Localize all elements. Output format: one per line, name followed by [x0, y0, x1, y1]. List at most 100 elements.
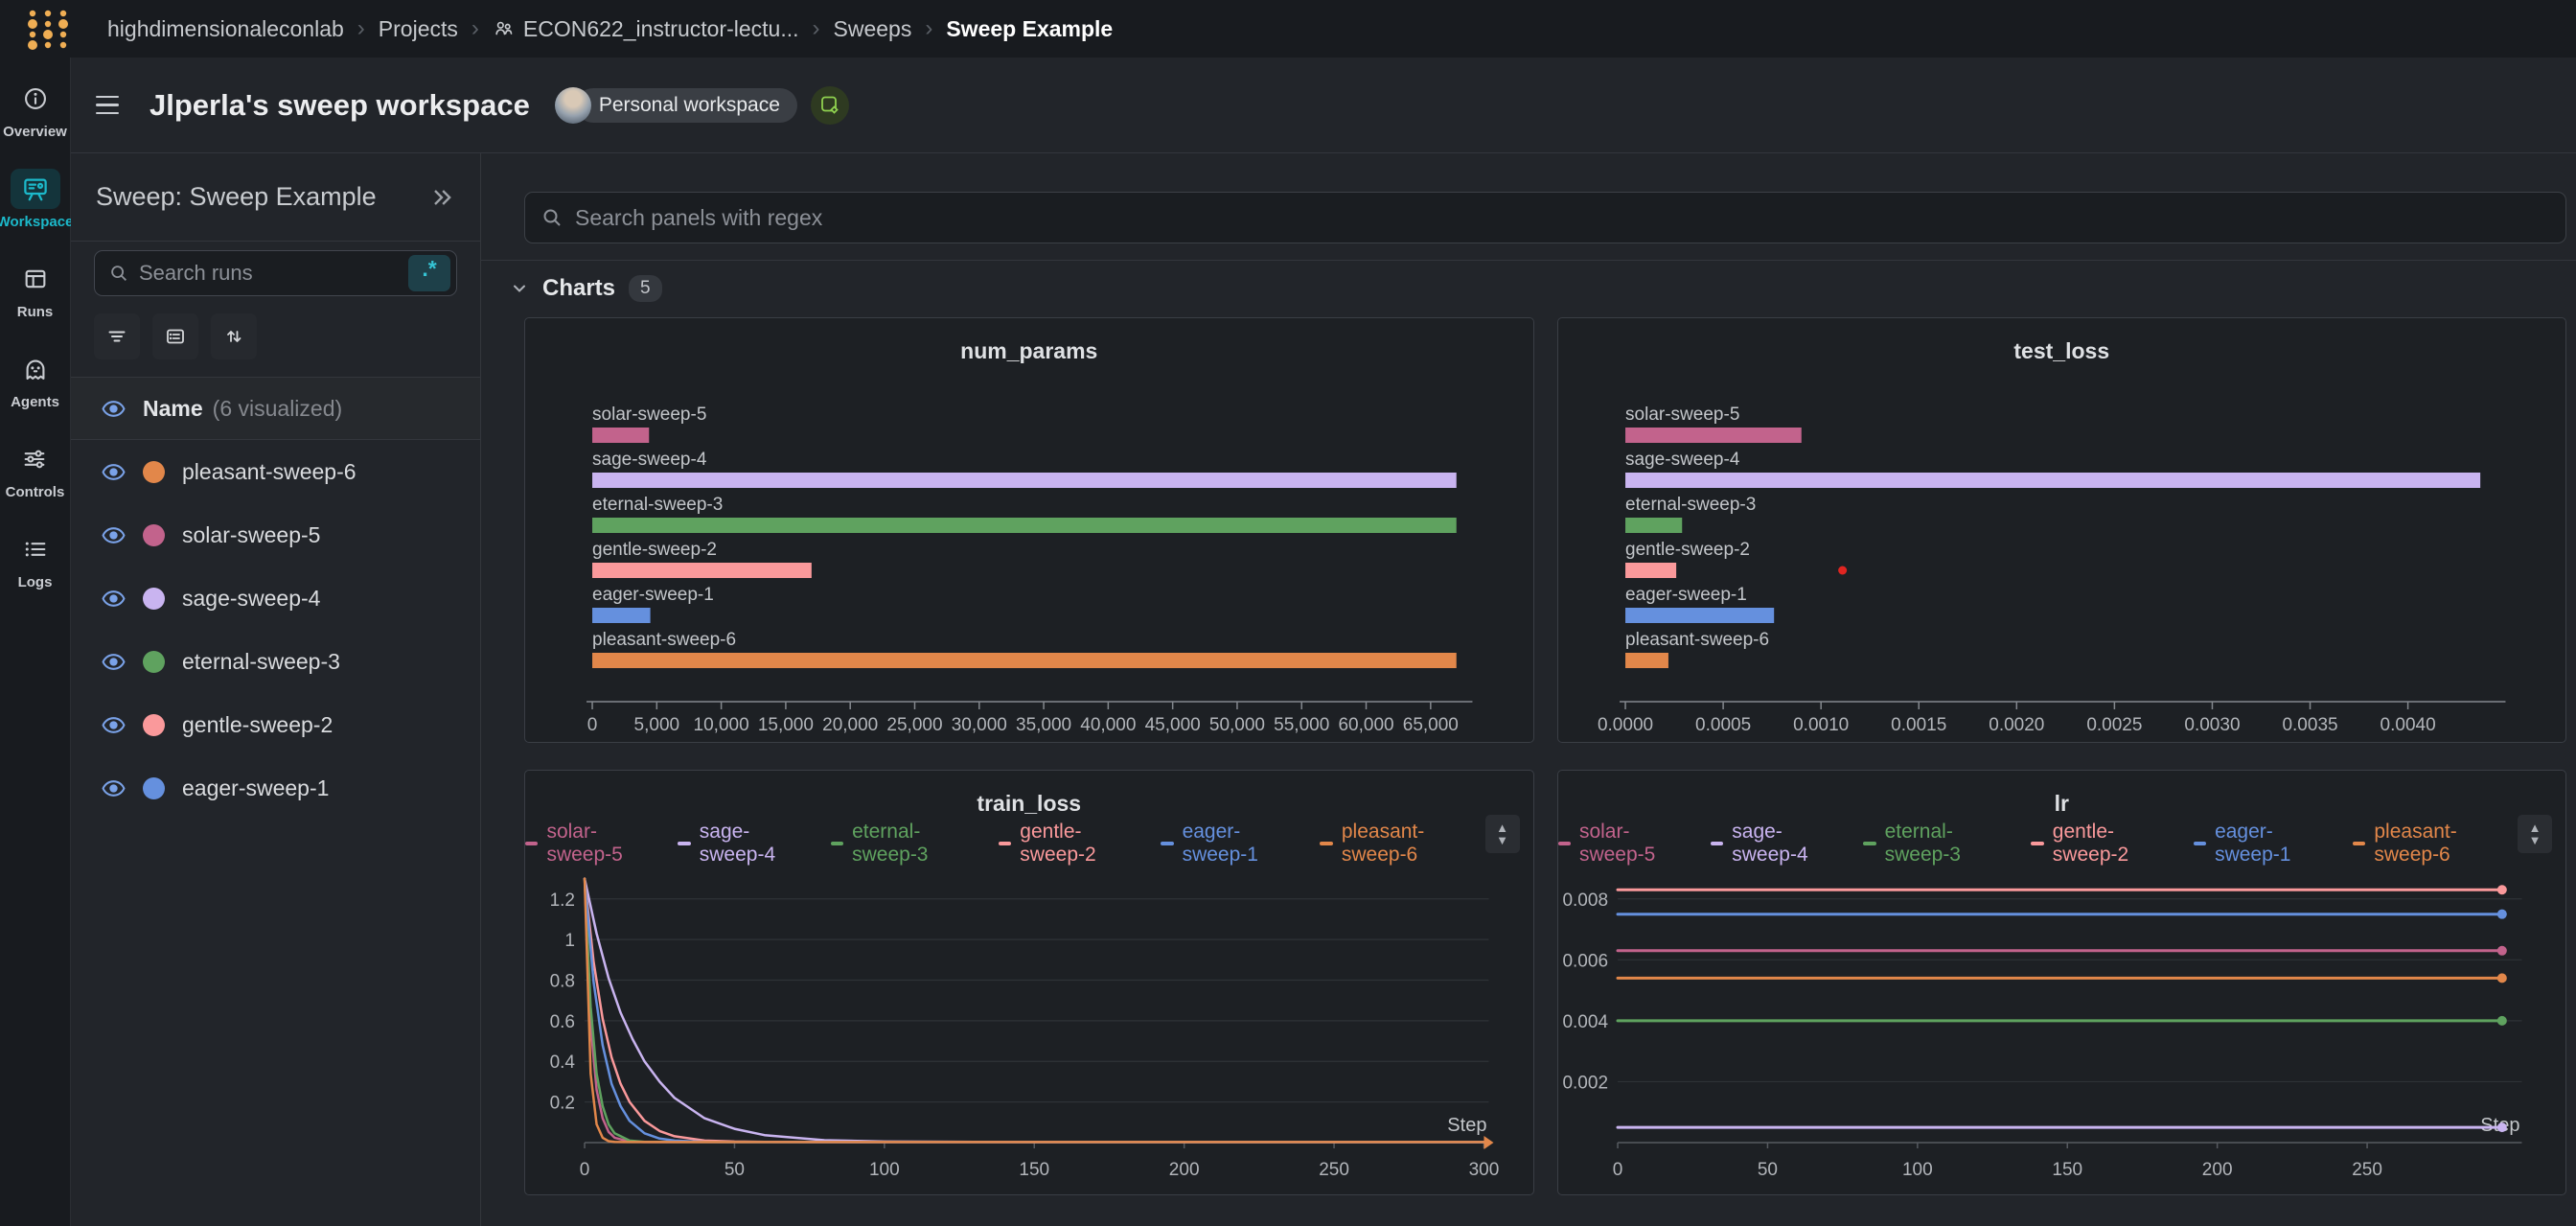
legend-dash [525, 842, 538, 845]
breadcrumb-item[interactable]: Sweep Example [946, 16, 1113, 42]
svg-text:1: 1 [564, 931, 575, 951]
legend-dash [1161, 842, 1173, 845]
name-column-label: Name [143, 396, 203, 422]
run-name[interactable]: sage-sweep-4 [182, 586, 320, 612]
group-icon[interactable] [152, 313, 198, 359]
runs-toolbar [71, 296, 480, 359]
report-glyph-icon [818, 94, 841, 117]
visibility-eye-icon[interactable] [102, 713, 126, 737]
charts-section-label: Charts [542, 275, 615, 302]
svg-text:5,000: 5,000 [634, 715, 680, 735]
breadcrumb-label: Projects [379, 16, 458, 42]
run-row[interactable]: sage-sweep-4 [71, 567, 480, 630]
page-title: Jlperla's sweep workspace [150, 88, 530, 123]
visibility-eye-icon[interactable] [102, 523, 126, 547]
svg-text:eternal-sweep-3: eternal-sweep-3 [1625, 495, 1756, 515]
menu-icon[interactable] [96, 93, 128, 118]
breadcrumb-item[interactable]: ECON622_instructor-lectu... [493, 16, 799, 42]
runs-column-header[interactable]: Name (6 visualized) [71, 377, 480, 440]
svg-text:250: 250 [2352, 1160, 2382, 1180]
visibility-eye-icon[interactable] [102, 460, 126, 484]
svg-text:150: 150 [1019, 1160, 1049, 1180]
wandb-logo[interactable] [17, 4, 79, 54]
legend-sort-icon[interactable]: ▲▼ [1485, 815, 1520, 853]
legend-dash [831, 842, 843, 845]
visibility-all-eye-icon[interactable] [102, 397, 126, 421]
svg-text:10,000: 10,000 [694, 715, 749, 735]
run-name[interactable]: pleasant-sweep-6 [182, 459, 356, 485]
svg-text:150: 150 [2052, 1160, 2082, 1180]
run-color-dot [143, 714, 165, 736]
chart-panel-train-loss[interactable]: train_loss solar-sweep-5sage-sweep-4eter… [524, 770, 1534, 1195]
sidebar-item-logs[interactable]: Logs [11, 529, 60, 590]
legend-dash [1711, 842, 1723, 845]
run-name[interactable]: eternal-sweep-3 [182, 649, 340, 675]
sidebar-item-label: Logs [18, 574, 53, 590]
svg-text:Step: Step [1447, 1115, 1486, 1136]
run-name[interactable]: gentle-sweep-2 [182, 712, 333, 738]
svg-text:eternal-sweep-3: eternal-sweep-3 [592, 495, 723, 515]
regex-toggle-button[interactable]: .* [408, 255, 450, 291]
sidebar-item-runs[interactable]: Runs [11, 259, 60, 320]
create-report-icon[interactable] [811, 86, 849, 125]
chart-panel-test-loss[interactable]: test_loss solar-sweep-5sage-sweep-4etern… [1557, 317, 2567, 743]
breadcrumb-separator: › [925, 15, 932, 42]
svg-text:0: 0 [1612, 1160, 1622, 1180]
visibility-eye-icon[interactable] [102, 587, 126, 611]
svg-text:15,000: 15,000 [758, 715, 814, 735]
sidebar-item-agents[interactable]: Agents [11, 349, 60, 410]
sort-icon[interactable] [211, 313, 257, 359]
chart-panel-lr[interactable]: lr solar-sweep-5sage-sweep-4eternal-swee… [1557, 770, 2567, 1195]
visualized-count: (6 visualized) [213, 396, 343, 422]
run-row[interactable]: gentle-sweep-2 [71, 693, 480, 756]
run-row[interactable]: solar-sweep-5 [71, 503, 480, 567]
visibility-eye-icon[interactable] [102, 650, 126, 674]
svg-text:60,000: 60,000 [1338, 715, 1393, 735]
avatar[interactable] [555, 87, 591, 124]
sidebar-item-controls[interactable]: Controls [6, 439, 65, 500]
run-list: pleasant-sweep-6 solar-sweep-5 sage-sweep-… [71, 440, 480, 820]
run-name[interactable]: solar-sweep-5 [182, 522, 320, 548]
svg-text:0.004: 0.004 [1562, 1012, 1608, 1032]
legend-sort-icon[interactable]: ▲▼ [2518, 815, 2552, 853]
breadcrumb-separator: › [813, 15, 820, 42]
filter-icon[interactable] [94, 313, 140, 359]
svg-text:0.0020: 0.0020 [1989, 715, 2044, 735]
chart-panel-num-params[interactable]: num_params solar-sweep-5sage-sweep-4eter… [524, 317, 1534, 743]
legend-dash [2353, 842, 2365, 845]
svg-text:0.0010: 0.0010 [1793, 715, 1849, 735]
breadcrumb-item[interactable]: Sweeps [834, 16, 912, 42]
charts-section-header: Charts 5 [481, 261, 2576, 313]
panels-search-input[interactable] [575, 205, 2550, 231]
svg-text:300: 300 [1469, 1160, 1500, 1180]
visibility-eye-icon[interactable] [102, 776, 126, 800]
workspace-board-icon [11, 169, 60, 209]
svg-text:40,000: 40,000 [1080, 715, 1136, 735]
runs-search-input[interactable] [139, 261, 399, 286]
panels-search [524, 192, 2566, 243]
svg-text:0.002: 0.002 [1562, 1073, 1608, 1093]
run-color-dot [143, 461, 165, 483]
run-row[interactable]: pleasant-sweep-6 [71, 440, 480, 503]
svg-text:100: 100 [869, 1160, 900, 1180]
team-icon [493, 18, 516, 39]
breadcrumb-item[interactable]: highdimensionaleconlab [107, 16, 344, 42]
svg-text:35,000: 35,000 [1016, 715, 1071, 735]
run-row[interactable]: eager-sweep-1 [71, 756, 480, 820]
run-name[interactable]: eager-sweep-1 [182, 775, 329, 801]
sidebar-item-workspace[interactable]: Workspace [0, 169, 73, 230]
run-row[interactable]: eternal-sweep-3 [71, 630, 480, 693]
sidebar-item-label: Runs [17, 304, 54, 320]
breadcrumb-item[interactable]: Projects [379, 16, 458, 42]
charts-grid: num_params solar-sweep-5sage-sweep-4eter… [524, 317, 2566, 1195]
svg-text:solar-sweep-5: solar-sweep-5 [592, 405, 706, 425]
chevron-down-icon[interactable] [510, 279, 529, 298]
svg-text:25,000: 25,000 [886, 715, 942, 735]
lr-chart: 0.0020.0040.0060.008050100150200250Step [1558, 855, 2566, 1192]
sidebar-item-overview[interactable]: Overview [3, 79, 67, 140]
svg-text:1.2: 1.2 [550, 891, 575, 911]
breadcrumb-label: ECON622_instructor-lectu... [523, 16, 799, 42]
collapse-panel-icon[interactable] [428, 184, 455, 211]
sidebar-item-label: Agents [11, 394, 59, 410]
svg-text:0.4: 0.4 [550, 1053, 576, 1073]
